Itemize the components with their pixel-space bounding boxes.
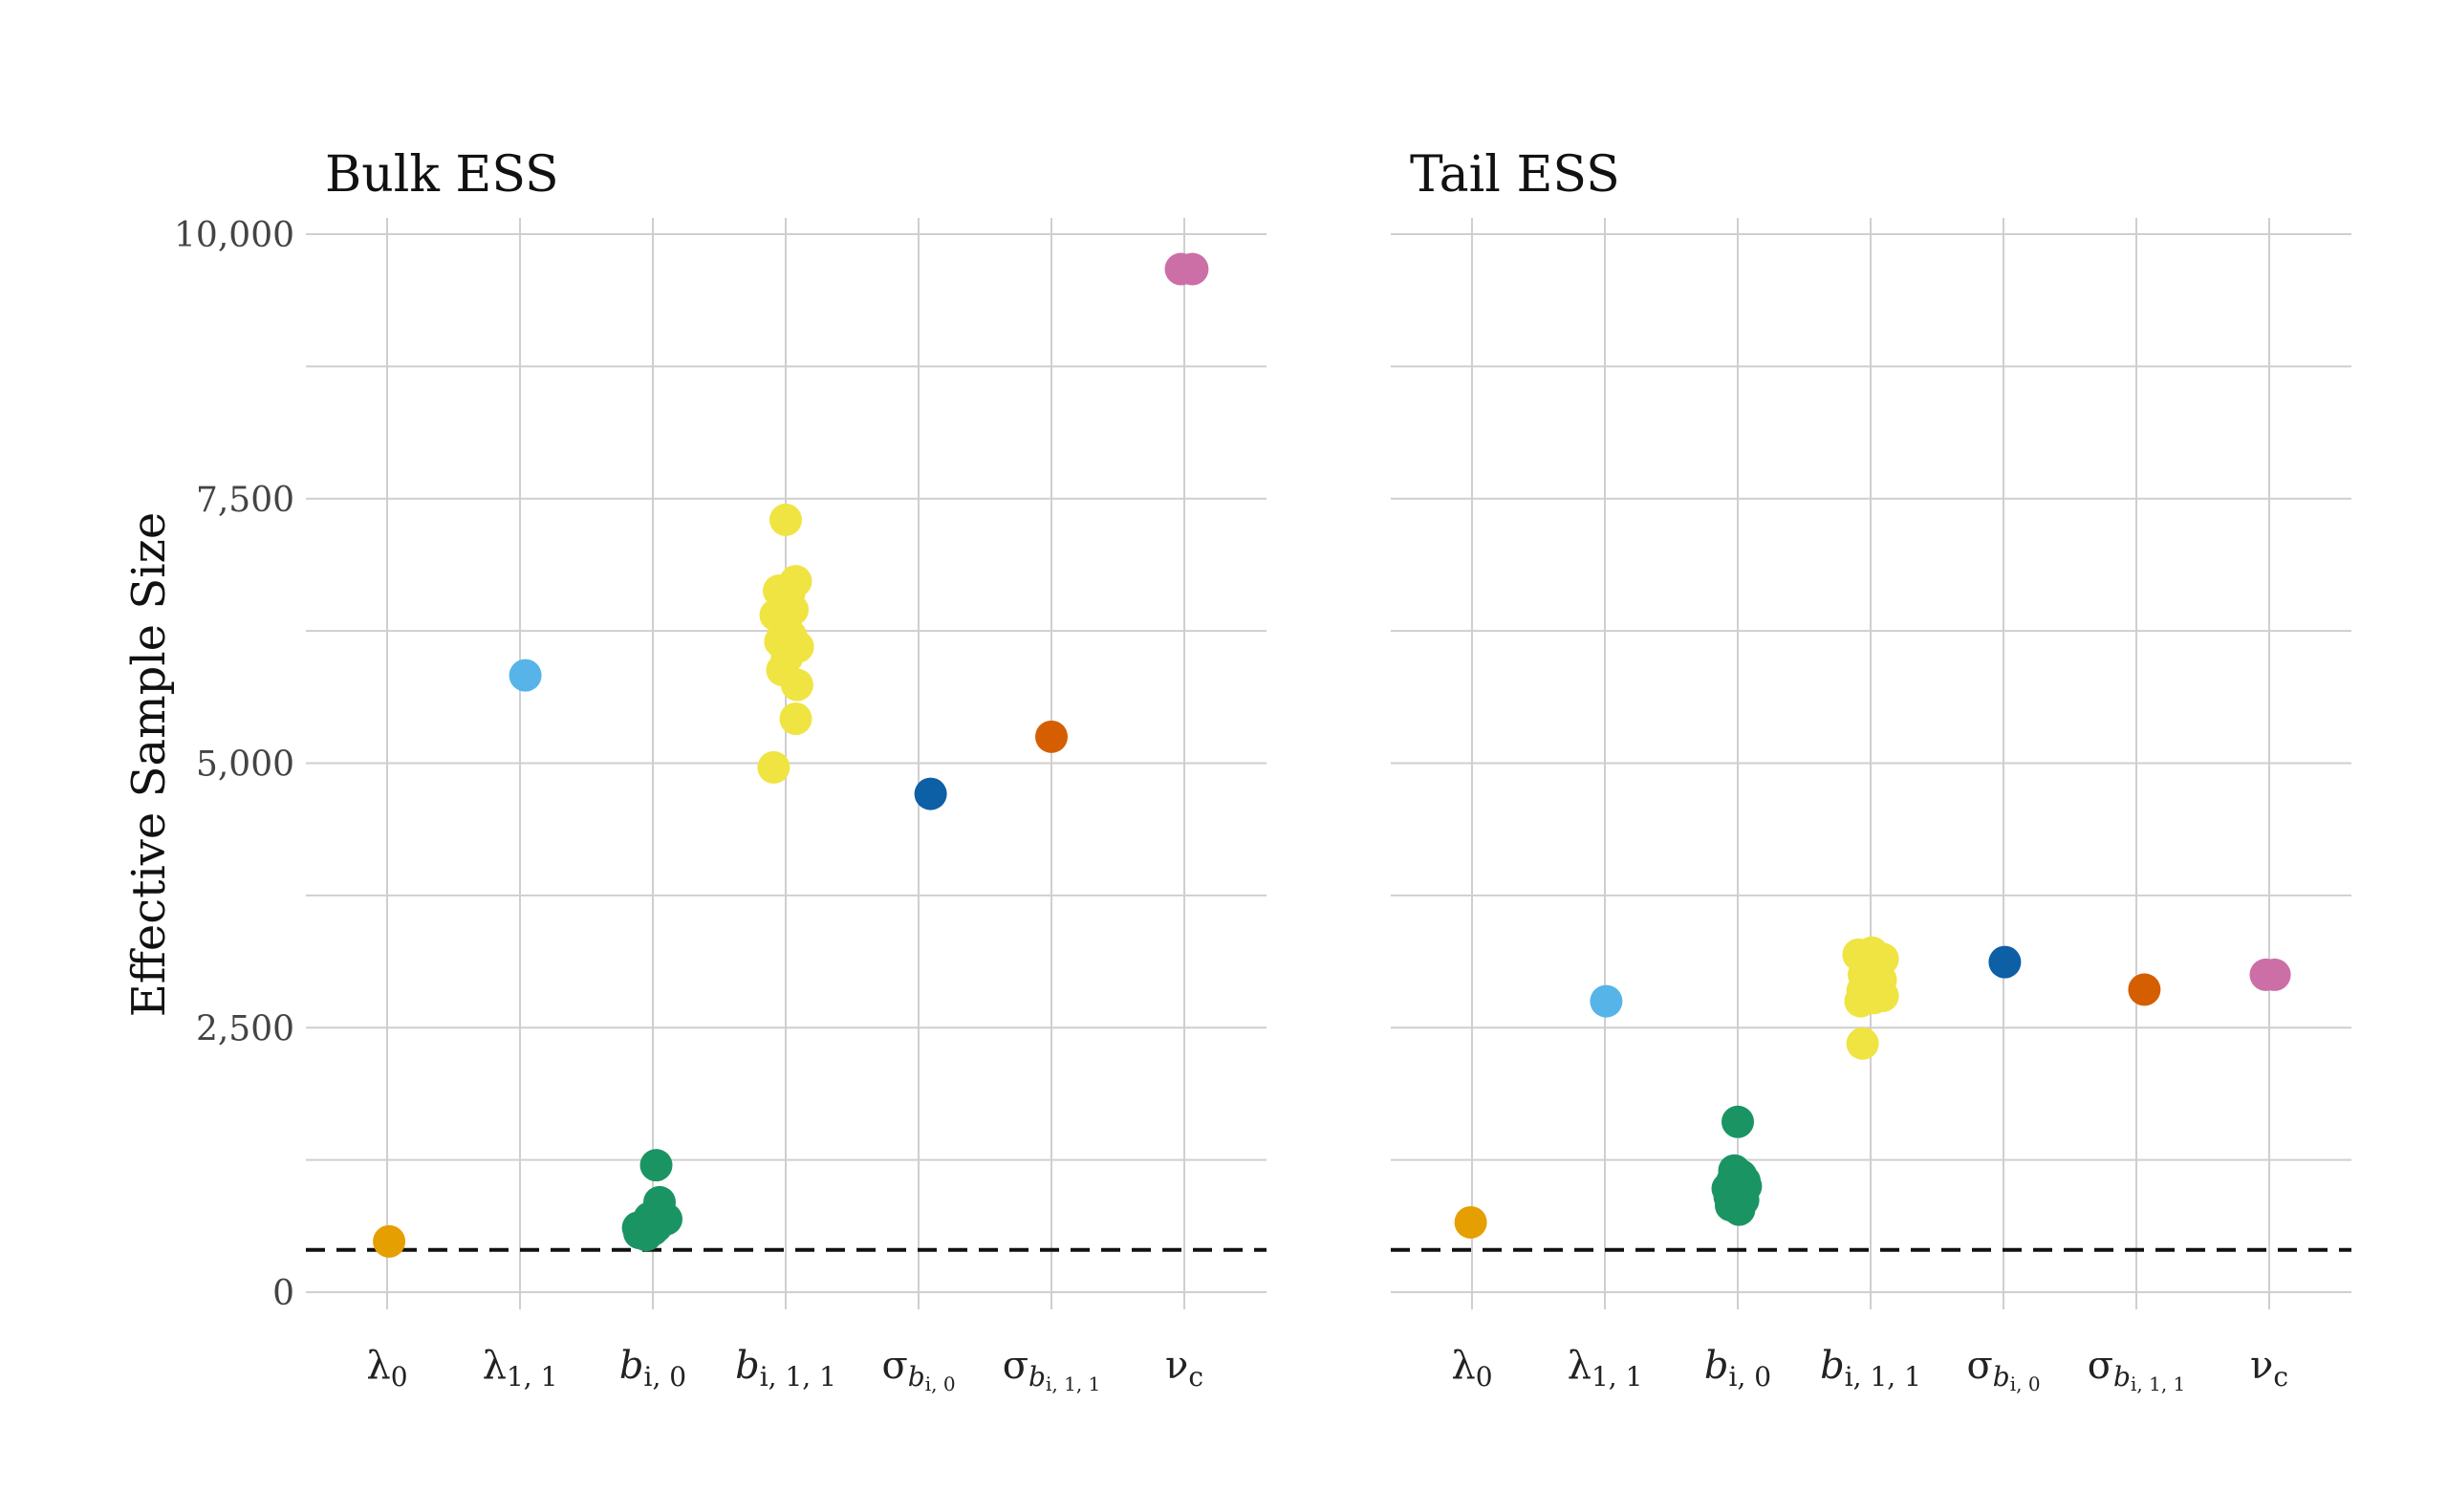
panel-title: Bulk ESS (325, 146, 559, 204)
y-tick-label: 5,000 (196, 745, 294, 785)
x-tick-label: bi, 0 (1704, 1344, 1771, 1393)
data-point (764, 625, 797, 659)
data-point (2258, 958, 2291, 991)
data-point (1722, 1105, 1754, 1138)
x-tick-label: λ0 (1451, 1344, 1492, 1393)
data-point (1454, 1205, 1487, 1239)
y-tick-label: 2,500 (196, 1009, 294, 1048)
data-point (509, 659, 542, 692)
x-tick-label: λ1, 1 (1568, 1344, 1643, 1393)
data-point (639, 1149, 673, 1182)
x-tick-label: νc (2250, 1344, 2288, 1393)
data-point (644, 1199, 678, 1232)
data-point (779, 702, 812, 736)
data-point (1988, 945, 2022, 979)
data-point (1590, 984, 1623, 1018)
data-point (2128, 973, 2161, 1006)
data-point (1851, 963, 1884, 997)
data-point (1716, 1164, 1749, 1198)
x-tick-label: λ0 (366, 1344, 407, 1393)
data-point (769, 503, 802, 536)
y-axis-label: Effective Sample Size (122, 512, 176, 1018)
x-tick-label: bi, 0 (619, 1344, 686, 1393)
data-point (1035, 720, 1068, 753)
data-point (1176, 252, 1209, 286)
data-point (914, 777, 947, 810)
x-tick-label: σbi, 1, 1 (2088, 1344, 2186, 1395)
data-point (757, 750, 790, 784)
data-point (780, 668, 813, 702)
data-point (1846, 1026, 1879, 1060)
data-point (776, 593, 809, 626)
data-point (1722, 1193, 1756, 1226)
y-tick-label: 10,000 (174, 216, 294, 255)
panel-0: Bulk ESS 0 2,500 5,000 7,500 10,000 λ0 λ1, 1 bi,… (174, 146, 1267, 1395)
x-tick-label: σbi, 0 (1966, 1344, 2040, 1395)
x-tick-label: σbi, 0 (881, 1344, 955, 1395)
x-tick-label: bi, 1, 1 (735, 1344, 836, 1393)
panel-title: Tail ESS (1410, 146, 1620, 204)
x-tick-label: σbi, 1, 1 (1003, 1344, 1101, 1395)
y-tick-label: 0 (272, 1274, 294, 1313)
x-tick-label: νc (1165, 1344, 1203, 1393)
panels: Bulk ESS 0 2,500 5,000 7,500 10,000 λ0 λ1, 1 bi,… (174, 146, 2351, 1395)
data-point (373, 1224, 406, 1258)
x-tick-label: bi, 1, 1 (1820, 1344, 1921, 1393)
panel-1: Tail ESS λ0 λ1, 1 bi, 0 bi, 1, 1 σbi, 0 σbi, 1… (1391, 146, 2351, 1395)
y-tick-label: 7,500 (196, 481, 294, 520)
x-tick-label: λ1, 1 (483, 1344, 558, 1393)
